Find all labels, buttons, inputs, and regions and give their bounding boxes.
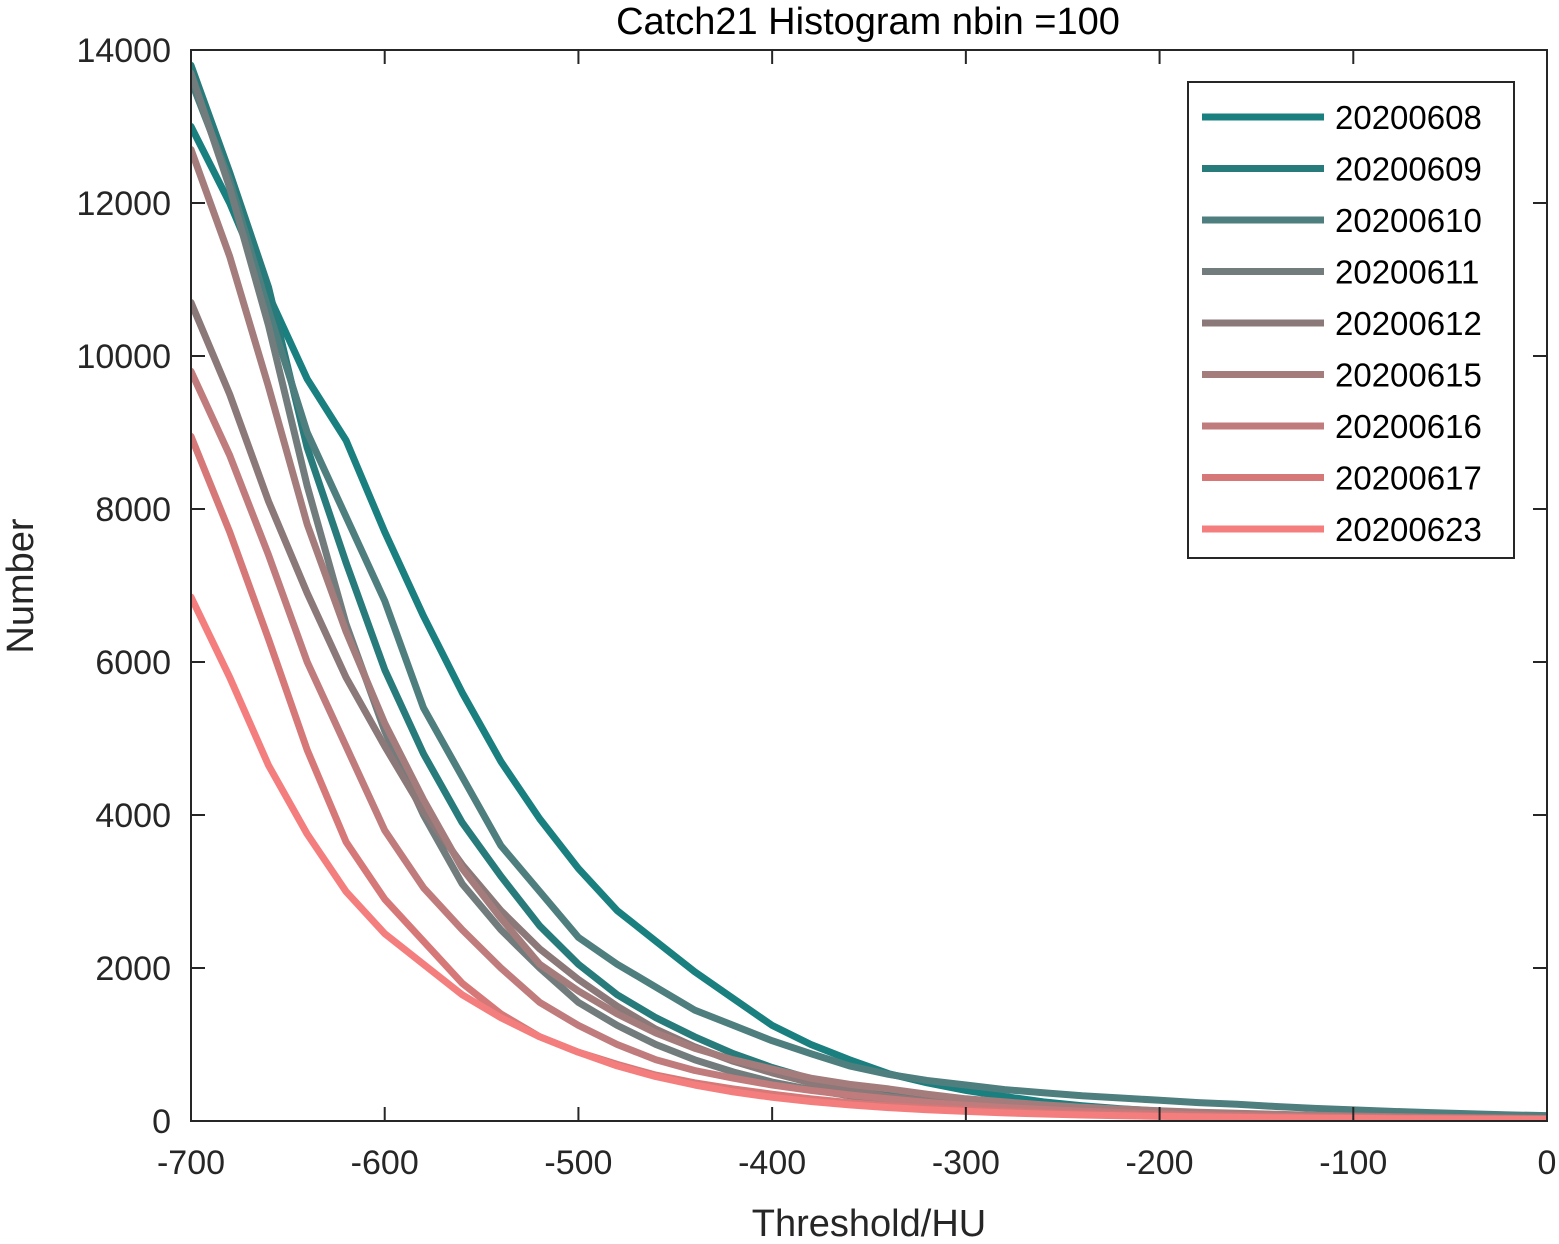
legend-item-20200608: 20200608 xyxy=(1202,99,1482,136)
legend-item-20200616: 20200616 xyxy=(1202,408,1482,445)
y-tick-label: 6000 xyxy=(95,644,171,682)
x-tick-label: -600 xyxy=(351,1144,419,1182)
x-tick-label: -300 xyxy=(932,1144,1000,1182)
legend-item-20200623: 20200623 xyxy=(1202,511,1482,548)
legend-label: 20200616 xyxy=(1335,408,1482,445)
legend-item-20200610: 20200610 xyxy=(1202,202,1482,239)
legend-item-20200617: 20200617 xyxy=(1202,460,1482,497)
y-tick-label: 2000 xyxy=(95,950,171,988)
x-tick-label: -400 xyxy=(738,1144,806,1182)
x-tick-label: -200 xyxy=(1126,1144,1194,1182)
y-tick-label: 8000 xyxy=(95,491,171,529)
legend-label: 20200609 xyxy=(1335,151,1482,188)
legend-label: 20200615 xyxy=(1335,357,1482,394)
x-tick-label: 0 xyxy=(1538,1144,1557,1182)
legend-item-20200612: 20200612 xyxy=(1202,305,1482,342)
series-layer xyxy=(191,61,1547,1121)
y-tick-label: 10000 xyxy=(76,338,171,376)
x-tick-label: -700 xyxy=(157,1144,225,1182)
y-axis: 0 2000 4000 6000 8000 10000 12000 14000 xyxy=(76,32,1547,1141)
legend-label: 20200611 xyxy=(1335,254,1479,291)
y-tick-label: 4000 xyxy=(95,797,171,835)
legend-item-20200611: 20200611 xyxy=(1202,254,1479,291)
legend: 20200608 20200609 20200610 20200611 20200612… xyxy=(1187,81,1515,559)
legend-item-20200615: 20200615 xyxy=(1202,357,1482,394)
y-tick-label: 14000 xyxy=(76,32,171,70)
legend-label: 20200623 xyxy=(1335,511,1482,548)
y-tick-label: 12000 xyxy=(76,185,171,223)
x-tick-label: -500 xyxy=(544,1144,612,1182)
x-tick-label: -100 xyxy=(1319,1144,1387,1182)
y-axis-label: Number xyxy=(0,518,42,653)
legend-label: 20200617 xyxy=(1335,460,1482,497)
plot-area-frame xyxy=(190,49,1548,1122)
x-axis: -700 -600 -500 -400 -300 -200 -100 0 xyxy=(157,50,1556,1182)
legend-label: 20200612 xyxy=(1335,305,1482,342)
legend-label: 20200608 xyxy=(1335,99,1482,136)
chart-title: Catch21 Histogram nbin =100 xyxy=(616,1,1120,43)
y-tick-label: 0 xyxy=(152,1103,171,1141)
legend-label: 20200610 xyxy=(1335,202,1482,239)
x-axis-label: Threshold/HU xyxy=(752,1203,986,1244)
series-line-20200610 xyxy=(191,77,1547,1120)
legend-item-20200609: 20200609 xyxy=(1202,151,1482,188)
series-line-20200623 xyxy=(191,593,1547,1121)
